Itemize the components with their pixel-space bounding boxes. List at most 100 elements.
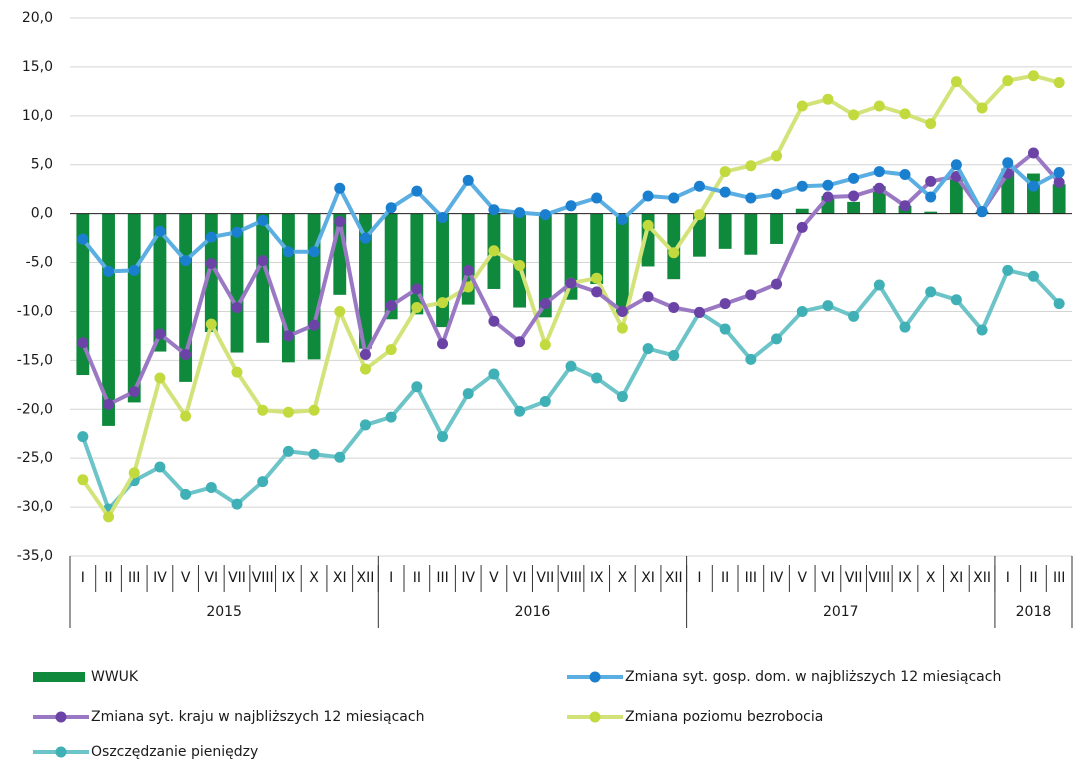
marker <box>385 411 397 423</box>
marker <box>1053 77 1065 89</box>
x-tick-label: V <box>489 570 499 586</box>
marker <box>385 202 397 214</box>
bar <box>436 213 449 328</box>
x-tick-label: VI <box>204 570 218 586</box>
marker <box>591 192 603 204</box>
marker <box>976 102 988 114</box>
marker <box>616 305 628 317</box>
marker <box>565 200 577 212</box>
marker <box>771 150 783 162</box>
marker <box>462 264 474 276</box>
marker <box>514 207 526 219</box>
marker <box>488 368 500 380</box>
y-tick-label: 15,0 <box>22 59 53 75</box>
x-tick-label: VIII <box>252 570 274 586</box>
marker <box>437 338 449 350</box>
marker <box>334 182 346 194</box>
x-tick-label: VII <box>228 570 246 586</box>
marker <box>205 258 217 270</box>
marker <box>848 190 860 202</box>
x-tick-label: XII <box>665 570 683 586</box>
legend-label: Zmiana poziomu bezrobocia <box>625 709 823 725</box>
marker <box>745 160 757 172</box>
bar <box>949 179 963 214</box>
marker <box>1002 157 1014 169</box>
marker <box>154 372 166 384</box>
marker <box>925 286 937 298</box>
marker <box>128 467 140 479</box>
bar <box>795 208 809 214</box>
marker <box>437 297 449 309</box>
x-tick-label: I <box>697 570 701 586</box>
marker <box>668 302 680 314</box>
marker <box>154 328 166 340</box>
marker <box>205 482 217 494</box>
marker <box>642 219 654 231</box>
marker <box>848 172 860 184</box>
x-tick-label: VI <box>821 570 835 586</box>
x-tick-label: IX <box>590 570 604 586</box>
y-tick-label: 0,0 <box>31 206 53 222</box>
x-tick-label: II <box>721 570 729 586</box>
marker <box>822 191 834 203</box>
marker <box>1027 70 1039 82</box>
line <box>80 268 1061 512</box>
marker <box>745 353 757 365</box>
bar <box>770 213 783 244</box>
marker <box>848 109 860 121</box>
x-tick-label: VIII <box>868 570 890 586</box>
x-tick-label: XII <box>973 570 991 586</box>
marker <box>308 246 320 258</box>
bar <box>590 213 604 285</box>
x-tick-label: III <box>1053 570 1065 586</box>
marker <box>231 226 243 238</box>
x-tick-label: X <box>309 570 319 586</box>
marker <box>719 186 731 198</box>
marker <box>822 300 834 312</box>
marker <box>719 323 731 335</box>
marker <box>462 388 474 400</box>
x-tick-label: I <box>1006 570 1010 586</box>
marker <box>154 225 166 237</box>
marker <box>282 330 294 342</box>
marker <box>976 324 988 336</box>
marker <box>180 410 192 422</box>
marker <box>1002 75 1014 87</box>
marker <box>950 294 962 306</box>
marker <box>359 348 371 360</box>
marker <box>257 404 269 416</box>
marker <box>514 259 526 271</box>
legend-marker <box>589 711 601 723</box>
marker <box>359 232 371 244</box>
marker <box>591 272 603 284</box>
x-tick-label: II <box>1029 570 1037 586</box>
marker <box>925 175 937 187</box>
marker <box>257 214 269 226</box>
x-tick-label: XI <box>641 570 655 586</box>
year-label: 2015 <box>206 604 242 620</box>
bar <box>847 201 861 214</box>
marker <box>1053 298 1065 310</box>
marker <box>873 100 885 112</box>
marker <box>231 366 243 378</box>
marker <box>771 188 783 200</box>
marker <box>128 386 140 398</box>
bar <box>153 213 167 352</box>
marker <box>950 159 962 171</box>
bar <box>872 186 886 214</box>
marker <box>77 337 89 349</box>
marker <box>231 498 243 510</box>
marker <box>308 404 320 416</box>
marker <box>796 305 808 317</box>
marker <box>1053 176 1065 188</box>
marker <box>539 298 551 310</box>
marker <box>359 419 371 431</box>
x-tick-label: X <box>618 570 628 586</box>
bar <box>615 213 629 314</box>
marker <box>822 179 834 191</box>
x-tick-label: IX <box>898 570 912 586</box>
marker <box>77 431 89 443</box>
marker <box>539 395 551 407</box>
marker <box>231 302 243 314</box>
marker <box>591 286 603 298</box>
